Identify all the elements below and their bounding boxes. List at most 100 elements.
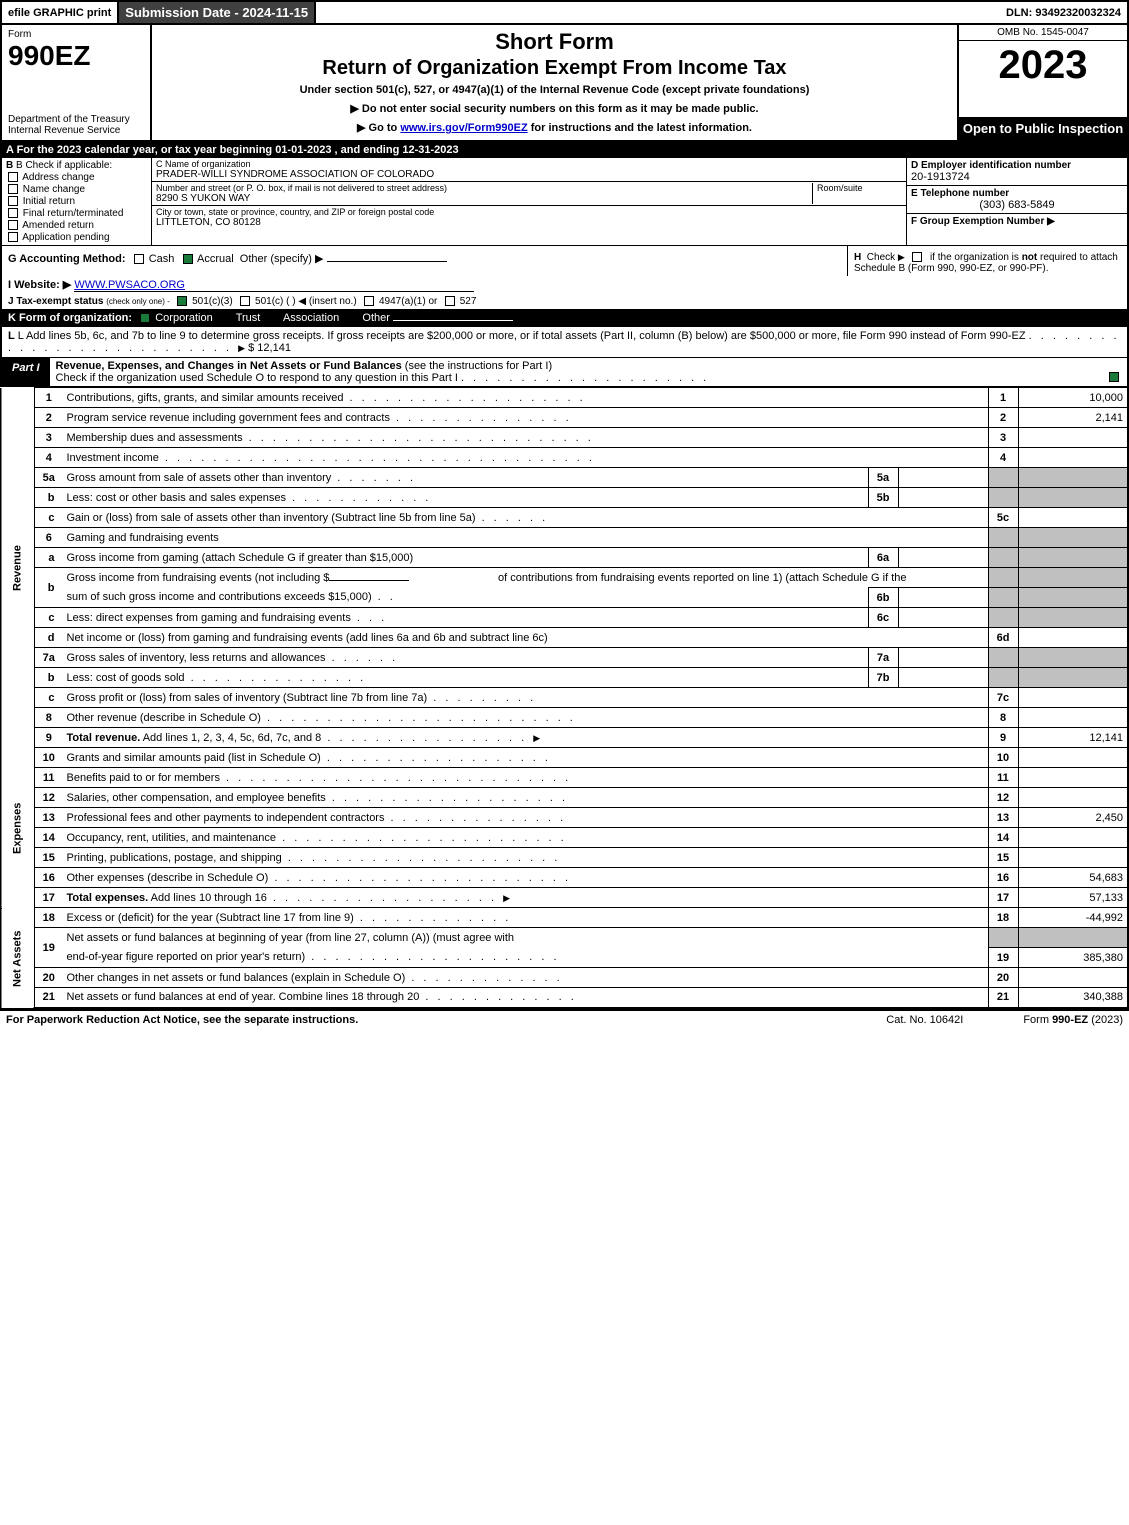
- line-6b: b Gross income from fundraising events (…: [1, 568, 1128, 588]
- line-13-value: 2,450: [1018, 808, 1128, 828]
- checkbox-application-pending[interactable]: Application pending: [6, 232, 147, 243]
- line-12-value: [1018, 788, 1128, 808]
- line-9: 9 Total revenue. Add lines 1, 2, 3, 4, 5…: [1, 728, 1128, 748]
- city-value: LITTLETON, CO 80128: [156, 217, 902, 228]
- checkbox-final-return[interactable]: Final return/terminated: [6, 208, 147, 219]
- checkbox-initial-return[interactable]: Initial return: [6, 196, 147, 207]
- checkbox-address-change[interactable]: Address change: [6, 172, 147, 183]
- tel-value: (303) 683-5849: [911, 199, 1123, 211]
- line-6b-subvalue: [898, 588, 988, 608]
- line-20-value: [1018, 968, 1128, 988]
- checkbox-trust[interactable]: [221, 313, 231, 323]
- other-label: Other (specify) ▶: [240, 253, 324, 265]
- form-number: 990EZ: [8, 40, 144, 72]
- line-11-value: [1018, 768, 1128, 788]
- checkbox-4947[interactable]: [364, 296, 374, 306]
- row-g-h: G Accounting Method: Cash Accrual Other …: [0, 246, 1129, 276]
- l-value: $ 12,141: [248, 342, 291, 354]
- city-label: City or town, state or province, country…: [156, 207, 902, 217]
- efile-label: efile GRAPHIC print: [2, 2, 119, 23]
- line-1: Revenue 1 Contributions, gifts, grants, …: [1, 388, 1128, 408]
- org-name-value: PRADER-WILLI SYNDROME ASSOCIATION OF COL…: [156, 169, 902, 180]
- checkbox-name-change[interactable]: Name change: [6, 184, 147, 195]
- submission-date: Submission Date - 2024-11-15: [119, 2, 316, 23]
- line-3: 3 Membership dues and assessments . . . …: [1, 428, 1128, 448]
- line-11: 11 Benefits paid to or for members . . .…: [1, 768, 1128, 788]
- line-2: 2 Program service revenue including gove…: [1, 408, 1128, 428]
- checkbox-association[interactable]: [268, 313, 278, 323]
- checkbox-schedule-b[interactable]: [912, 252, 922, 262]
- header-right: OMB No. 1545-0047 2023 Open to Public In…: [957, 25, 1127, 140]
- line-6: 6 Gaming and fundraising events: [1, 528, 1128, 548]
- checkbox-other-org[interactable]: [347, 313, 357, 323]
- expenses-label: Expenses: [1, 748, 35, 908]
- line-6d-value: [1018, 628, 1128, 648]
- department-label: Department of the Treasury Internal Reve…: [8, 114, 144, 136]
- checkbox-amended-return[interactable]: Amended return: [6, 220, 147, 231]
- checkbox-501c3[interactable]: [177, 296, 187, 306]
- line-4-value: [1018, 448, 1128, 468]
- tel-label: E Telephone number: [911, 188, 1123, 199]
- line-7b: b Less: cost of goods sold . . . . . . .…: [1, 668, 1128, 688]
- j-label: J Tax-exempt status: [8, 296, 103, 307]
- opt-association: Association: [283, 312, 339, 324]
- form-header: Form 990EZ Department of the Treasury In…: [0, 25, 1129, 142]
- footer-right: Form 990-EZ (2023): [1023, 1014, 1123, 1026]
- part-i-title: Revenue, Expenses, and Changes in Net As…: [50, 358, 1127, 386]
- line-5c: c Gain or (loss) from sale of assets oth…: [1, 508, 1128, 528]
- i-label: I Website: ▶: [8, 279, 71, 291]
- accrual-label: Accrual: [197, 253, 234, 265]
- opt-527: 527: [460, 296, 477, 307]
- part-i-header: Part I Revenue, Expenses, and Changes in…: [0, 358, 1129, 387]
- line-14: 14 Occupancy, rent, utilities, and maint…: [1, 828, 1128, 848]
- part-i-check-o: Check if the organization used Schedule …: [56, 372, 458, 384]
- ein-label: D Employer identification number: [911, 160, 1123, 171]
- col-b-header: B Check if applicable:: [16, 160, 112, 171]
- checkbox-corporation[interactable]: [140, 313, 150, 323]
- line-16: 16 Other expenses (describe in Schedule …: [1, 868, 1128, 888]
- org-name-label: C Name of organization: [156, 159, 902, 169]
- line-7c-value: [1018, 688, 1128, 708]
- netassets-label: Net Assets: [1, 908, 35, 1008]
- line-12: 12 Salaries, other compensation, and emp…: [1, 788, 1128, 808]
- part-i-tab: Part I: [2, 358, 50, 386]
- instruction-2: ▶ Go to www.irs.gov/Form990EZ for instru…: [162, 121, 947, 134]
- row-k-form-org: K Form of organization: Corporation Trus…: [0, 309, 1129, 327]
- line-7a-subvalue: [898, 648, 988, 668]
- line-2-value: 2,141: [1018, 408, 1128, 428]
- street-value: 8290 S YUKON WAY: [156, 193, 812, 204]
- opt-501c: 501(c) ( ) ◀ (insert no.): [255, 296, 357, 307]
- line-6b-cont: sum of such gross income and contributio…: [1, 588, 1128, 608]
- other-field[interactable]: [327, 261, 447, 262]
- cash-label: Cash: [149, 253, 175, 265]
- title-short-form: Short Form: [162, 29, 947, 55]
- tax-year: 2023: [959, 41, 1127, 117]
- checkbox-501c[interactable]: [240, 296, 250, 306]
- opt-501c3: 501(c)(3): [192, 296, 233, 307]
- instr2-post: for instructions and the latest informat…: [528, 122, 752, 134]
- form-label: Form: [8, 29, 144, 40]
- checkbox-accrual[interactable]: [183, 254, 193, 264]
- line-1-value: 10,000: [1018, 388, 1128, 408]
- row-h-schedule-b: H Check if the organization is not requi…: [847, 246, 1127, 276]
- subtitle: Under section 501(c), 527, or 4947(a)(1)…: [162, 84, 947, 96]
- instr2-pre: ▶ Go to: [357, 122, 400, 134]
- part-i-title-sub: (see the instructions for Part I): [405, 360, 552, 372]
- line-21: 21 Net assets or fund balances at end of…: [1, 988, 1128, 1008]
- other-org-field[interactable]: [393, 320, 513, 321]
- row-j-tax-exempt: J Tax-exempt status (check only one) - 5…: [0, 294, 1129, 309]
- checkbox-527[interactable]: [445, 296, 455, 306]
- header-left: Form 990EZ Department of the Treasury In…: [2, 25, 152, 140]
- checkbox-schedule-o[interactable]: [1109, 372, 1119, 382]
- dln-label: DLN: 93492320032324: [1000, 2, 1127, 23]
- checkbox-cash[interactable]: [134, 254, 144, 264]
- website-link[interactable]: WWW.PWSACO.ORG: [74, 279, 474, 292]
- info-block: B B Check if applicable: Address change …: [0, 158, 1129, 246]
- inspection-label: Open to Public Inspection: [959, 117, 1127, 140]
- line-17-value: 57,133: [1018, 888, 1128, 908]
- opt-trust: Trust: [236, 312, 261, 324]
- line-15-value: [1018, 848, 1128, 868]
- opt-corporation: Corporation: [155, 312, 212, 324]
- irs-link[interactable]: www.irs.gov/Form990EZ: [400, 122, 527, 134]
- omb-number: OMB No. 1545-0047: [959, 25, 1127, 41]
